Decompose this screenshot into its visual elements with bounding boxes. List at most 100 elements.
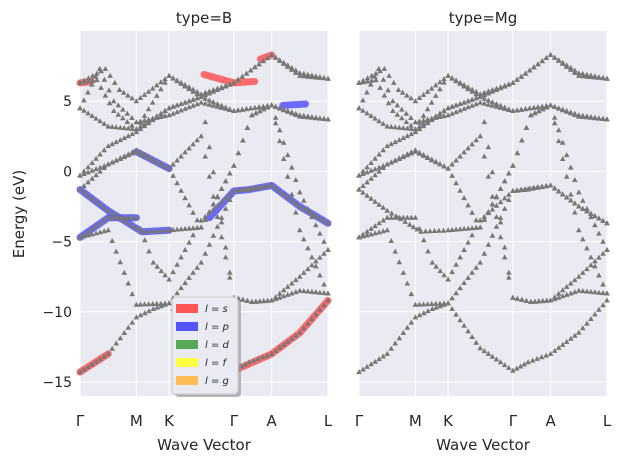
band-marker: [412, 214, 419, 220]
band-marker: [465, 328, 471, 334]
band-marker: [403, 110, 410, 116]
band-marker: [414, 226, 420, 232]
x-tick-label: M: [409, 412, 422, 430]
band-marker: [77, 369, 83, 375]
band-marker: [563, 283, 570, 289]
band-marker: [210, 169, 217, 175]
band-marker: [239, 73, 246, 79]
band-marker: [604, 116, 610, 122]
band-marker: [465, 98, 471, 104]
legend-swatch: [176, 340, 198, 349]
band-marker: [231, 108, 237, 113]
band-marker: [325, 290, 331, 296]
band-marker: [518, 186, 525, 192]
band-marker: [162, 79, 168, 85]
band-marker: [202, 153, 209, 159]
band-marker: [214, 85, 221, 91]
band-marker: [449, 75, 455, 81]
band-marker: [441, 107, 447, 113]
band-marker: [85, 78, 92, 84]
band-marker: [272, 114, 279, 120]
band-marker: [227, 191, 233, 197]
band-marker: [81, 189, 87, 195]
band-marker: [376, 356, 382, 362]
band-marker: [604, 75, 610, 81]
band-marker: [121, 135, 128, 141]
band-marker: [493, 214, 500, 219]
band-marker: [186, 239, 192, 245]
band-marker: [404, 152, 411, 158]
legend-label: l = f: [205, 358, 228, 369]
band-marker: [93, 166, 99, 172]
band-marker: [106, 100, 113, 106]
band-marker: [227, 197, 233, 202]
band-marker: [453, 290, 459, 296]
band-marker: [280, 191, 287, 197]
band-marker: [178, 285, 184, 291]
band-marker: [388, 345, 394, 351]
band-marker: [89, 175, 95, 181]
band-marker: [276, 344, 283, 350]
band-marker: [497, 84, 504, 90]
band-marker: [186, 274, 192, 280]
band-marker: [301, 288, 307, 294]
band-marker: [576, 113, 582, 119]
band-marker: [538, 354, 545, 360]
band-marker: [465, 274, 471, 280]
band-marker: [469, 141, 475, 147]
band-marker: [260, 183, 266, 189]
band-marker: [109, 238, 115, 243]
band-marker: [222, 254, 229, 260]
band-marker: [385, 87, 391, 93]
band-marker: [149, 115, 156, 121]
band-marker: [506, 81, 512, 87]
band-marker: [321, 238, 327, 244]
band-marker: [137, 150, 144, 156]
band-marker: [102, 92, 109, 98]
band-marker: [190, 232, 196, 238]
legend-label: l = p: [205, 322, 229, 333]
band-marker: [174, 261, 180, 267]
band-marker: [404, 133, 411, 139]
band-marker: [514, 107, 520, 113]
band-marker: [469, 232, 475, 238]
band-marker: [437, 268, 443, 274]
band-marker: [408, 291, 415, 297]
band-marker: [89, 77, 96, 83]
band-marker: [133, 98, 140, 104]
band-marker: [465, 145, 471, 151]
band-marker: [101, 353, 107, 359]
band-marker: [321, 75, 327, 81]
band-marker: [321, 217, 327, 223]
band-marker: [449, 306, 455, 311]
band-marker: [576, 72, 582, 78]
band-marker: [218, 199, 225, 205]
band-marker: [531, 104, 537, 110]
band-marker: [182, 83, 188, 89]
band-marker: [293, 200, 299, 206]
band-marker: [469, 225, 475, 231]
band-marker: [364, 75, 371, 81]
band-marker: [272, 347, 279, 353]
band-marker: [469, 334, 475, 339]
band-marker: [391, 79, 397, 85]
band-marker: [309, 210, 315, 216]
band-marker: [272, 185, 279, 191]
band-marker: [186, 145, 192, 151]
x-tick-label: K: [164, 412, 175, 430]
band-marker: [289, 197, 295, 203]
band-marker: [568, 110, 574, 116]
band-marker: [368, 113, 374, 118]
band-marker: [497, 185, 504, 191]
band-marker: [321, 116, 327, 121]
band-marker: [106, 87, 112, 93]
band-marker: [588, 262, 594, 268]
band-marker: [588, 254, 594, 260]
band-marker: [580, 73, 586, 79]
band-marker: [264, 183, 271, 188]
band-marker: [596, 289, 602, 295]
band-marker: [313, 311, 319, 317]
band-marker: [101, 163, 107, 168]
band-marker: [317, 115, 323, 121]
band-marker: [531, 64, 537, 70]
